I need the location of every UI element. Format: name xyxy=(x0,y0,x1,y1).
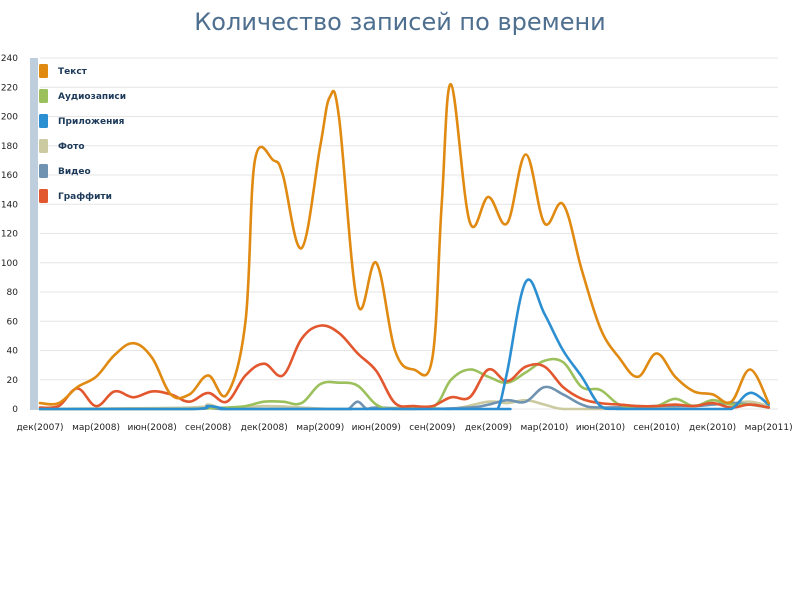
legend-item[interactable]: Приложения xyxy=(39,114,125,128)
legend-label: Фото xyxy=(58,142,85,152)
legend-swatch xyxy=(39,164,48,178)
legend-label: Видео xyxy=(58,167,91,177)
y-axis-scrollbar[interactable] xyxy=(30,58,38,410)
legend-swatch xyxy=(39,89,48,103)
y-tick-label: 80 xyxy=(7,288,19,298)
legend-label: Приложения xyxy=(58,117,125,127)
y-axis-ticks: 0 20 40 60 80 100 120 140 160 180 200 220 240 xyxy=(1,54,18,415)
legend-label: Аудиозаписи xyxy=(58,92,126,102)
y-tick-label: 100 xyxy=(1,259,18,269)
x-tick-label: мар(2008) xyxy=(72,423,120,433)
x-tick-label: дек(2008) xyxy=(241,423,288,433)
series-line-6[interactable] xyxy=(38,324,770,410)
y-tick-label: 180 xyxy=(1,142,18,152)
x-tick-label: дек(2010) xyxy=(689,423,736,433)
x-tick-label: июн(2008) xyxy=(127,423,176,433)
series-line-2[interactable] xyxy=(38,357,770,411)
y-tick-label: 0 xyxy=(12,405,18,415)
series-layer xyxy=(38,82,770,411)
x-tick-label: мар(2009) xyxy=(296,423,344,433)
y-tick-label: 160 xyxy=(1,171,18,181)
y-tick-label: 120 xyxy=(1,230,18,240)
legend-item[interactable]: Аудиозаписи xyxy=(39,89,126,103)
series-line-3[interactable] xyxy=(38,278,770,411)
x-tick-label: сен(2008) xyxy=(185,423,231,433)
y-tick-label: 60 xyxy=(7,317,19,327)
x-tick-label: сен(2009) xyxy=(409,423,455,433)
legend-item[interactable]: Фото xyxy=(39,139,85,153)
y-tick-label: 20 xyxy=(7,376,19,386)
y-tick-label: 40 xyxy=(7,347,19,357)
legend-item[interactable]: Текст xyxy=(39,64,88,78)
series-line-1[interactable] xyxy=(38,82,770,406)
grid-layer xyxy=(40,57,778,410)
legend-swatch xyxy=(39,64,48,78)
legend-label: Граффити xyxy=(58,192,112,202)
y-tick-label: 140 xyxy=(1,200,18,210)
chart-title: Количество записей по времени xyxy=(194,8,606,36)
legend-swatch xyxy=(39,139,48,153)
y-tick-label: 240 xyxy=(1,54,18,64)
x-tick-label: дек(2007) xyxy=(16,423,63,433)
legend-swatch xyxy=(39,189,48,203)
x-tick-label: сен(2010) xyxy=(633,423,679,433)
x-tick-label: июн(2010) xyxy=(576,423,625,433)
x-tick-label: мар(2010) xyxy=(520,423,568,433)
y-tick-label: 200 xyxy=(1,113,18,123)
y-tick-label: 220 xyxy=(1,83,18,93)
legend-label: Текст xyxy=(58,67,88,77)
x-tick-label: июн(2009) xyxy=(352,423,401,433)
legend-swatch xyxy=(39,114,48,128)
legend-item[interactable]: Видео xyxy=(39,164,91,178)
x-tick-label: мар(2011) xyxy=(745,423,793,433)
x-axis-ticks: дек(2007) мар(2008) июн(2008) сен(2008) дек(… xyxy=(16,423,792,433)
legend-item[interactable]: Граффити xyxy=(39,189,112,203)
legend: Текст Аудиозаписи Приложения Фото Видео Графф… xyxy=(39,64,126,203)
x-tick-label: дек(2009) xyxy=(465,423,512,433)
